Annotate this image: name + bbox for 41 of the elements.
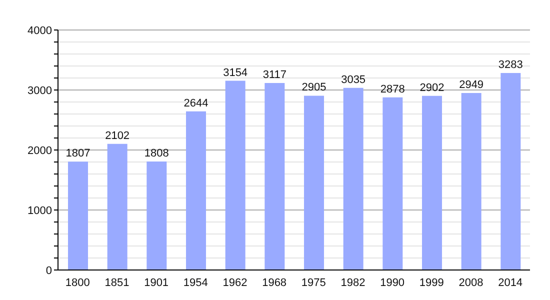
x-tick-label: 1990 bbox=[380, 276, 405, 289]
y-tick-label: 4000 bbox=[28, 24, 52, 37]
x-tick-label: 1901 bbox=[144, 276, 169, 289]
x-tick-label: 2008 bbox=[458, 276, 484, 289]
bar bbox=[186, 111, 206, 270]
bar bbox=[422, 96, 442, 270]
data-label: 2644 bbox=[184, 97, 208, 110]
x-tick-label: 1851 bbox=[104, 276, 130, 289]
y-tick-label: 0 bbox=[46, 264, 52, 277]
data-label: 2878 bbox=[380, 83, 405, 96]
bar bbox=[107, 144, 128, 270]
data-label: 2102 bbox=[105, 130, 130, 142]
data-label: 3283 bbox=[498, 59, 523, 72]
data-label: 1807 bbox=[66, 148, 90, 160]
x-tick-label: 2014 bbox=[498, 276, 523, 289]
data-label: 3035 bbox=[341, 74, 366, 86]
bar bbox=[304, 96, 324, 270]
bar bbox=[343, 88, 364, 270]
data-label: 3117 bbox=[262, 68, 286, 81]
bar bbox=[68, 162, 88, 270]
x-tick-label: 1982 bbox=[340, 276, 366, 289]
y-tick-label: 2000 bbox=[28, 144, 52, 157]
bar bbox=[146, 162, 167, 270]
x-tick-label: 1800 bbox=[65, 276, 90, 289]
y-tick-label: 1000 bbox=[28, 204, 52, 217]
data-label: 2949 bbox=[459, 79, 484, 92]
data-label: 2902 bbox=[420, 82, 444, 94]
x-tick-label: 1968 bbox=[262, 276, 287, 289]
bar bbox=[382, 97, 403, 270]
x-tick-label: 1975 bbox=[301, 276, 326, 289]
bar bbox=[461, 93, 482, 270]
x-tick-label: 1999 bbox=[419, 276, 444, 289]
x-tick-label: 1962 bbox=[222, 276, 248, 289]
bar bbox=[264, 82, 285, 270]
x-tick-label: 1954 bbox=[183, 276, 208, 289]
bar bbox=[500, 73, 521, 270]
data-label: 1808 bbox=[144, 148, 169, 160]
bar bbox=[225, 80, 246, 270]
y-tick-label: 3000 bbox=[28, 84, 52, 97]
data-label: 2905 bbox=[302, 82, 326, 94]
data-label: 3154 bbox=[223, 66, 248, 79]
